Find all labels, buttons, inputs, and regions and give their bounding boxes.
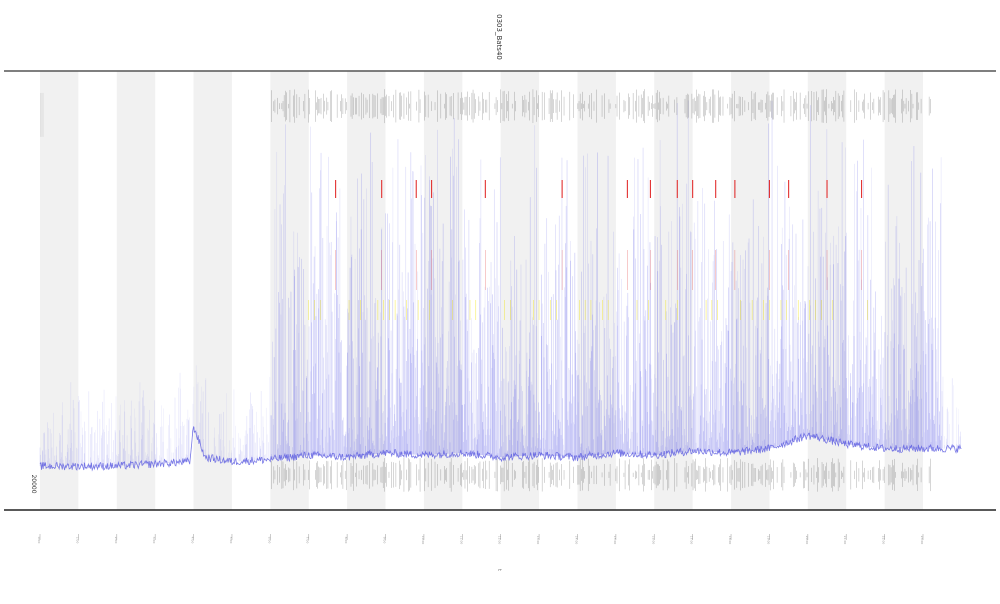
x-tick-label-7: 7:00	[306, 537, 310, 544]
x-tick-label-22: 22:00	[882, 536, 886, 545]
x-tick-label-23: 23:00	[920, 536, 924, 545]
shaded-band-4	[347, 71, 386, 510]
shaded-band-0	[40, 71, 79, 510]
x-tick-label-2: 2:00	[114, 537, 118, 544]
x-tick-label-5: 5:00	[229, 537, 233, 544]
y-axis-min-label: 20000	[30, 474, 37, 493]
shaded-band-9	[731, 71, 770, 510]
x-tick-label-10: 10:00	[421, 536, 425, 545]
x-tick-label-16: 16:00	[651, 536, 655, 545]
x-tick-label-9: 9:00	[383, 537, 387, 544]
x-tick-label-3: 3:00	[152, 537, 156, 544]
shaded-band-8	[654, 71, 693, 510]
x-tick-label-18: 18:00	[728, 536, 732, 545]
x-tick-label-14: 14:00	[574, 536, 578, 545]
shaded-bands	[40, 71, 923, 510]
x-tick-label-8: 8:00	[344, 537, 348, 544]
shaded-band-7	[577, 71, 616, 510]
x-tick-label-1: 1:00	[75, 537, 79, 544]
x-tick-label-11: 11:00	[459, 536, 463, 545]
series-lines	[39, 426, 962, 472]
x-tick-label-6: 6:00	[267, 537, 271, 544]
x-axis-label: t	[496, 569, 502, 571]
x-tick-label-12: 12:00	[498, 536, 502, 545]
event-marks	[40, 89, 931, 492]
shaded-band-2	[193, 71, 232, 510]
x-ticks: 0:00 1:00 2:00 3:00 4:00 5:00 6:00 7:00 8:00 9:00…	[37, 534, 924, 544]
x-tick-label-15: 15:00	[613, 536, 617, 545]
activity-spikes	[39, 100, 961, 467]
x-tick-label-4: 4:00	[191, 537, 195, 544]
x-tick-label-13: 13:00	[536, 536, 540, 545]
x-tick-label-19: 19:00	[766, 536, 770, 545]
shaded-band-1	[116, 71, 156, 510]
shaded-band-3	[270, 71, 309, 510]
x-tick-label-21: 21:00	[843, 536, 847, 545]
series-line	[39, 426, 962, 472]
x-tick-label-17: 17:00	[690, 536, 694, 545]
x-tick-label-20: 20:00	[805, 536, 809, 545]
chart-title: 0303_Bats40	[495, 14, 503, 60]
x-tick-label-0: 0:00	[37, 537, 41, 544]
